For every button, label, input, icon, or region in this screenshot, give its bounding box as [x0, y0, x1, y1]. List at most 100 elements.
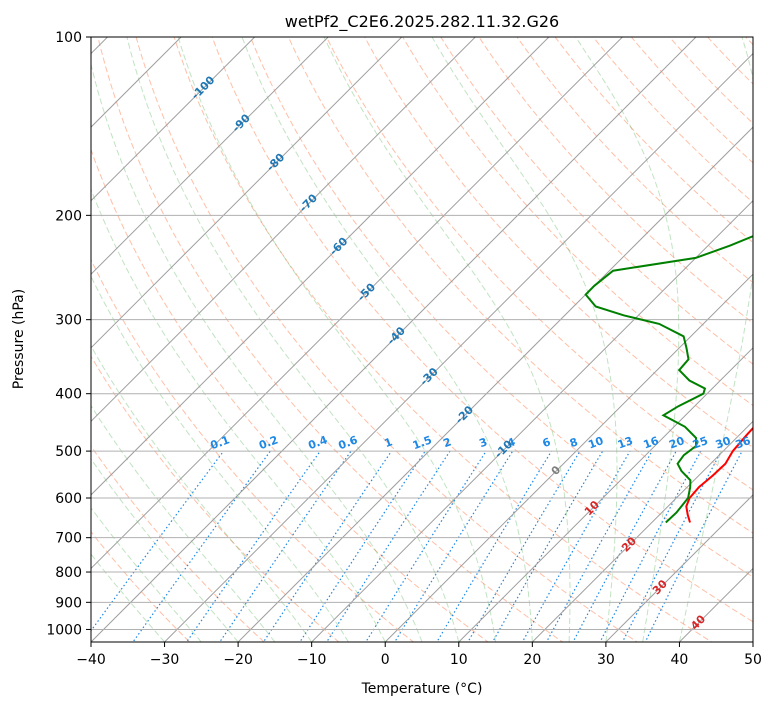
- x-tick-label: −30: [150, 652, 180, 668]
- x-tick-label: 20: [523, 652, 541, 668]
- plot-background: [91, 37, 753, 642]
- dry-adiabat: [91, 148, 489, 642]
- moist-adiabat: [575, 37, 680, 642]
- dry-adiabat: [516, 37, 753, 284]
- dry-adiabat: [630, 37, 753, 164]
- mixing-ratio-label: 3: [478, 435, 490, 450]
- y-tick-label: 200: [55, 208, 82, 224]
- dry-adiabat: [135, 37, 639, 642]
- dry-adiabat: [554, 37, 753, 244]
- moist-adiabat: [177, 37, 497, 642]
- isotherm: [91, 37, 256, 202]
- mixing-ratio-label: 30: [714, 434, 733, 452]
- dry-adiabat: [287, 37, 753, 534]
- isotherm: [605, 494, 753, 642]
- dry-adiabat: [249, 37, 753, 578]
- dry-adiabat: [91, 355, 340, 642]
- moist-adiabat: [91, 507, 202, 642]
- profile-series: [584, 235, 753, 524]
- moist-adiabat: [431, 37, 618, 642]
- moist-adiabat: [126, 37, 460, 642]
- isotherm: [91, 37, 329, 275]
- profile-line: [584, 235, 753, 524]
- moist-adiabat: [241, 37, 533, 642]
- dry-adiabat: [91, 258, 415, 642]
- mixing-ratio-line: [436, 450, 553, 642]
- dry-adiabat: [173, 37, 713, 642]
- moist-adiabats: [91, 37, 753, 642]
- dry-adiabat: [771, 24, 775, 654]
- y-tick-label: 300: [55, 313, 82, 329]
- x-tick-label: 30: [597, 652, 615, 668]
- mixing-ratio-label: 0.2: [257, 433, 280, 452]
- y-tick-label: 500: [55, 444, 82, 460]
- isotherm: [91, 37, 477, 423]
- x-axis-label: Temperature (°C): [361, 681, 483, 697]
- moist-adiabat: [91, 457, 239, 642]
- mixing-ratio-label: 2: [441, 435, 453, 450]
- mixing-ratio-line: [132, 450, 271, 642]
- isotherm: [91, 37, 697, 642]
- isotherm: [531, 420, 753, 642]
- isotherm: [310, 199, 753, 642]
- dry-adiabat: [478, 37, 753, 324]
- isotherm: [163, 52, 753, 642]
- mixing-ratio-label: 4: [505, 435, 517, 450]
- mixing-ratio-line: [299, 450, 426, 642]
- x-tick-label: −10: [297, 652, 327, 668]
- y-tick-label: 900: [55, 595, 82, 611]
- y-tick-label: 400: [55, 387, 82, 403]
- dry-adiabat: [364, 37, 753, 449]
- x-tick-label: −40: [76, 652, 106, 668]
- mixing-ratio-label: 0.4: [306, 433, 329, 452]
- dry-adiabat: [97, 37, 564, 642]
- moist-adiabat: [323, 37, 571, 642]
- plot-frame: [90, 36, 754, 643]
- mixing-ratio-line: [219, 450, 352, 642]
- dry-adiabat: [440, 37, 753, 365]
- moist-adiabat: [91, 345, 313, 642]
- mixing-ratio-line: [325, 450, 451, 642]
- y-tick-label: 1000: [46, 622, 82, 638]
- moist-adiabat: [91, 404, 276, 642]
- mixing-ratio-line: [185, 450, 321, 642]
- isotherm: [384, 273, 753, 642]
- moist-adiabat: [91, 275, 349, 642]
- mixing-ratio-label: 10: [586, 434, 605, 452]
- moist-adiabat: [91, 62, 423, 642]
- mixing-ratio-label: 1.5: [411, 433, 434, 452]
- mixing-ratio-line: [644, 450, 743, 642]
- x-tick-label: −20: [223, 652, 253, 668]
- isotherms: [91, 37, 753, 642]
- isotherm: [458, 347, 753, 642]
- mixing-ratio-label: 0.6: [337, 433, 360, 452]
- isotherm: [91, 37, 403, 349]
- moist-adiabat: [678, 37, 753, 642]
- mixing-ratio-lines: [91, 450, 743, 642]
- mixing-ratio-label: 13: [616, 434, 635, 451]
- y-axis-label: Pressure (hPa): [11, 289, 27, 389]
- mixing-ratio-line: [491, 450, 604, 642]
- y-tick-label: 700: [55, 531, 82, 547]
- dry-adiabat: [325, 37, 753, 491]
- dry-adiabats: [91, 24, 775, 654]
- dry-adiabat: [592, 37, 753, 204]
- mixing-ratio-line: [545, 450, 653, 642]
- isotherm: [91, 37, 550, 496]
- moist-adiabat: [91, 188, 386, 642]
- mixing-ratio-label: 0.1: [209, 433, 232, 452]
- mixing-ratio-label: 25: [691, 434, 710, 451]
- moist-adiabat: [91, 553, 165, 642]
- mixing-ratio-label: 20: [667, 434, 686, 452]
- mixing-ratio-label: 16: [642, 434, 661, 452]
- x-tick-label: 0: [381, 652, 390, 668]
- isotherm: [237, 126, 753, 642]
- y-axis: 1000 900 800 700 600 500 400 300 200 100: [46, 30, 91, 638]
- mixing-ratio-line: [467, 450, 581, 642]
- chart-title: wetPf2_C2E6.2025.282.11.32.G26: [285, 12, 559, 32]
- mixing-ratio-label: 6: [541, 435, 553, 450]
- mixing-ratio-label: 36: [734, 434, 753, 452]
- x-tick-label: 50: [744, 652, 762, 668]
- isotherm: [91, 37, 624, 570]
